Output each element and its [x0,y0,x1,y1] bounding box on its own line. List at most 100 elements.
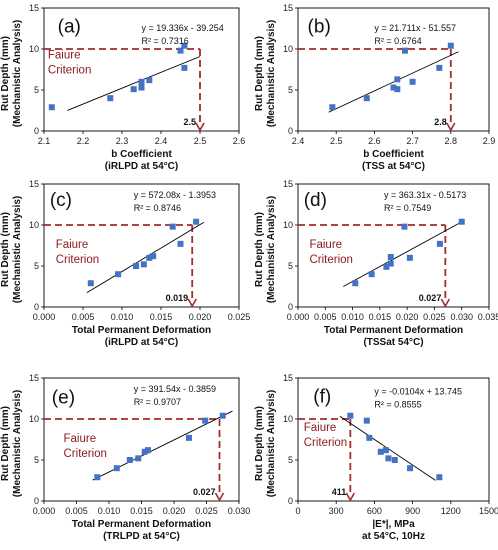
failure-criterion-label: Faiure [56,239,89,251]
x-tick-label: 0.035 [478,312,498,322]
data-point [169,223,176,230]
trendline-equation: y = 19.336x - 39.254 [142,23,224,33]
data-point [133,263,140,269]
y-tick-label: 10 [283,44,293,54]
y-tick-label: 5 [34,85,39,95]
data-point [390,84,397,91]
threshold-arrow [195,122,205,132]
data-point [383,263,390,270]
x-tick-label: 0.020 [163,506,186,516]
panel-a: 2.1 2.2 2.3 2.4 2.5 2.6 0 5 10 15 b Coefficient(iR… [0,3,245,172]
data-point [409,78,416,85]
x-tick-label: 0.015 [150,312,173,322]
data-point [447,42,454,49]
y-tick-label: 15 [29,3,39,13]
data-point [138,84,145,91]
data-point [94,474,101,481]
data-point [436,64,443,71]
data-point [141,448,148,455]
x-axis-label: Total Permanent Deformation [324,325,463,336]
threshold-value: 2.5 [183,117,196,127]
y-axis-label: Rut Depth (mm) [254,406,265,481]
threshold-arrow [187,298,197,308]
trend-line [92,410,233,481]
data-point [458,218,465,225]
y-axis-label: (Mechanistic Analysis) [12,20,23,127]
x-tick-label: 0.030 [450,312,473,322]
y-axis-label: Rut Depth (mm) [254,36,265,111]
y-tick-label: 15 [283,373,293,383]
data-point [138,78,145,85]
x-axis-label: Total Permanent Deformation [72,325,211,336]
x-axis-label: (TSSat 54°C) [363,337,423,348]
data-point [177,240,184,247]
data-point [219,412,226,419]
trendline-equation: y = 572.08x - 1.3953 [134,190,216,200]
r-squared: R² = 0.8746 [134,203,181,213]
x-tick-label: 1200 [441,506,461,516]
data-point [436,474,443,481]
data-point [394,86,401,93]
failure-criterion-label: Faiure [304,422,337,434]
data-point [436,240,443,247]
y-tick-label: 0 [34,496,39,506]
data-point [146,254,153,261]
panel-c: 0.000 0.005 0.010 0.015 0.020 0.025 0 5 10 15 Tota… [0,179,250,348]
plot-frame [297,377,490,502]
data-point [126,457,133,463]
y-tick-label: 10 [283,414,293,424]
threshold-arrow [345,492,356,502]
data-point [48,104,55,111]
y-tick-label: 0 [288,126,293,136]
x-axis-label: (TRLPD at 54°C) [103,531,180,542]
x-tick-label: 2.8 [445,136,458,146]
failure-criterion-label: Criterion [48,64,91,76]
data-point [145,447,151,454]
x-tick-label: 0.010 [111,312,134,322]
failure-criterion-label: Criterion [64,448,107,460]
y-tick-label: 5 [34,455,39,465]
failure-criterion-label: Faiure [48,49,81,61]
x-tick-label: 0.005 [72,312,95,322]
data-point [87,280,94,287]
failure-criterion-label: Faiure [64,433,97,445]
x-tick-label: 0.020 [189,312,212,322]
x-tick-label: 0.005 [314,312,337,322]
data-point [107,95,114,102]
data-point [185,434,192,441]
data-point [347,412,354,419]
data-point [181,42,188,49]
data-point [113,465,120,472]
r-squared: R² = 0.6764 [374,36,421,46]
threshold-arrow [446,122,456,132]
r-squared: R² = 0.8555 [374,400,421,410]
data-point [135,455,142,462]
trendline-equation: y = 21.711x - 51.557 [374,23,456,33]
data-point [382,447,389,454]
panel-label: (f) [313,386,331,407]
failure-criterion-label: Faiure [309,239,342,251]
x-tick-label: 0.025 [195,506,218,516]
x-tick-label: 2.5 [330,136,343,146]
threshold-value: 2.8 [434,117,447,127]
y-axis-label: (Mechanistic Analysis) [266,196,277,303]
y-tick-label: 5 [288,455,293,465]
y-axis-label: Rut Depth (mm) [0,212,11,287]
data-point [401,223,408,230]
x-axis-label: (TSS at 54°C) [362,161,425,172]
data-point [387,253,394,260]
y-tick-label: 0 [34,302,39,312]
x-tick-label: 0.005 [65,506,88,516]
plot-frame [297,7,490,132]
panel-label: (b) [308,16,331,37]
data-point [140,261,147,268]
x-axis-label: at 54°C, 10Hz [362,531,425,542]
trendline-equation: y = 391.54x - 0.3859 [134,384,216,394]
data-point [406,254,413,261]
x-tick-label: 2.4 [292,136,305,146]
x-tick-label: 2.1 [38,136,51,146]
x-axis-label: (iRLPD at 54°C) [105,161,178,172]
y-tick-label: 10 [29,44,39,54]
